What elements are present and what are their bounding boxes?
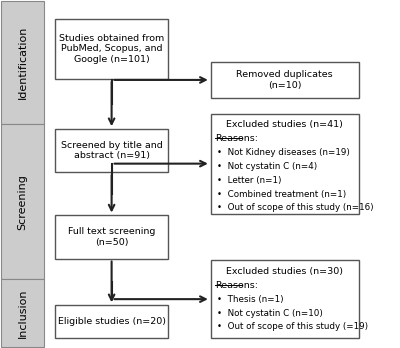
FancyBboxPatch shape bbox=[55, 215, 168, 259]
Text: Studies obtained from
PubMed, Scopus, and
Google (n=101): Studies obtained from PubMed, Scopus, an… bbox=[59, 34, 164, 64]
Text: Excluded studies (n=30): Excluded studies (n=30) bbox=[226, 267, 343, 276]
FancyBboxPatch shape bbox=[55, 129, 168, 172]
Text: Excluded studies (n=41): Excluded studies (n=41) bbox=[226, 120, 343, 129]
Text: Identification: Identification bbox=[18, 26, 28, 99]
FancyBboxPatch shape bbox=[1, 1, 44, 124]
Text: Full text screening
(n=50): Full text screening (n=50) bbox=[68, 227, 155, 247]
Text: Removed duplicates
(n=10): Removed duplicates (n=10) bbox=[236, 70, 333, 90]
Text: •  Out of scope of this study (n=16): • Out of scope of this study (n=16) bbox=[217, 203, 373, 212]
Text: •  Thesis (n=1): • Thesis (n=1) bbox=[217, 295, 283, 304]
Text: Inclusion: Inclusion bbox=[18, 288, 28, 338]
Text: Screening: Screening bbox=[18, 174, 28, 230]
Text: Reasons:: Reasons: bbox=[215, 281, 258, 290]
Text: •  Combined treatment (n=1): • Combined treatment (n=1) bbox=[217, 190, 346, 199]
Text: •  Not cystatin C (n=10): • Not cystatin C (n=10) bbox=[217, 309, 322, 318]
Text: Reasons:: Reasons: bbox=[215, 134, 258, 143]
Text: •  Letter (n=1): • Letter (n=1) bbox=[217, 176, 281, 185]
Text: •  Out of scope of this study (=19): • Out of scope of this study (=19) bbox=[217, 323, 368, 331]
FancyBboxPatch shape bbox=[211, 62, 359, 98]
Text: Eligible studies (n=20): Eligible studies (n=20) bbox=[58, 317, 166, 326]
FancyBboxPatch shape bbox=[55, 305, 168, 338]
FancyBboxPatch shape bbox=[55, 19, 168, 79]
Text: Screened by title and
abstract (n=91): Screened by title and abstract (n=91) bbox=[61, 141, 162, 160]
Text: •  Not cystatin C (n=4): • Not cystatin C (n=4) bbox=[217, 162, 317, 171]
FancyBboxPatch shape bbox=[1, 279, 44, 347]
Text: •  Not Kidney diseases (n=19): • Not Kidney diseases (n=19) bbox=[217, 148, 350, 157]
FancyBboxPatch shape bbox=[1, 124, 44, 279]
FancyBboxPatch shape bbox=[211, 260, 359, 338]
FancyBboxPatch shape bbox=[211, 113, 359, 214]
